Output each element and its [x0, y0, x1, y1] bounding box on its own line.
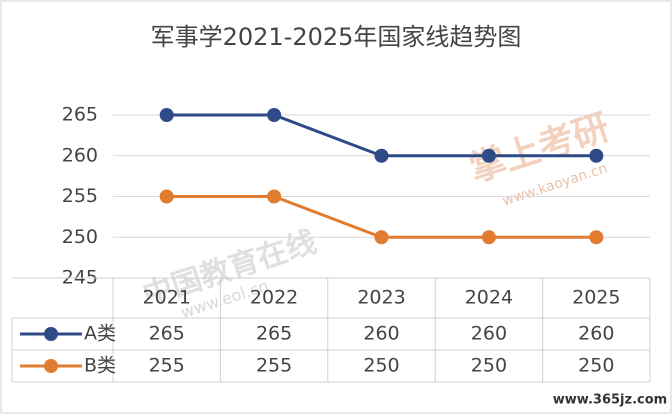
- x-tick-label: 2025: [572, 287, 620, 309]
- table-cell: 250: [471, 355, 507, 377]
- x-tick-label: 2024: [465, 287, 513, 309]
- point: [267, 189, 282, 204]
- table-cell: 260: [578, 323, 614, 345]
- y-tick-label: 265: [62, 104, 98, 126]
- point: [481, 148, 496, 163]
- point: [159, 189, 174, 204]
- legend-label: B类: [84, 355, 116, 377]
- x-tick-label: 2023: [357, 287, 405, 309]
- table-cell: 255: [256, 355, 292, 377]
- point: [481, 230, 496, 245]
- point: [589, 148, 604, 163]
- table-cell: 255: [149, 355, 185, 377]
- table-cell: 260: [471, 323, 507, 345]
- table-cell: 250: [363, 355, 399, 377]
- legend-marker: [44, 327, 58, 341]
- watermark: www.365jz.com: [553, 393, 667, 408]
- chart-title: 军事学2021-2025年国家线趋势图: [151, 23, 522, 51]
- table-cell: 260: [363, 323, 399, 345]
- point: [159, 108, 174, 122]
- point: [374, 230, 389, 245]
- y-tick-label: 260: [62, 144, 98, 166]
- point: [267, 108, 282, 122]
- legend-label: A类: [84, 323, 116, 345]
- y-tick-label: 250: [62, 226, 98, 248]
- table-cell: 265: [256, 323, 292, 345]
- table-cell: 265: [149, 323, 185, 345]
- x-tick-label: 2021: [143, 287, 191, 309]
- point: [589, 230, 604, 245]
- point: [374, 148, 389, 163]
- table-cell: 250: [578, 355, 614, 377]
- y-tick-label: 255: [62, 185, 98, 207]
- x-tick-label: 2022: [250, 287, 298, 309]
- legend-marker: [44, 359, 58, 373]
